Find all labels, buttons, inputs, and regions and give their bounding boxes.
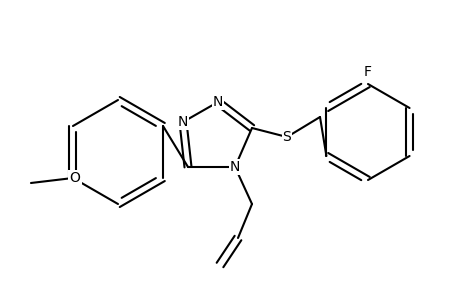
Text: F: F xyxy=(363,65,371,79)
Text: N: N xyxy=(230,160,240,174)
Text: O: O xyxy=(69,171,80,185)
Text: N: N xyxy=(213,95,223,109)
Text: S: S xyxy=(282,130,291,144)
Text: N: N xyxy=(178,115,188,129)
